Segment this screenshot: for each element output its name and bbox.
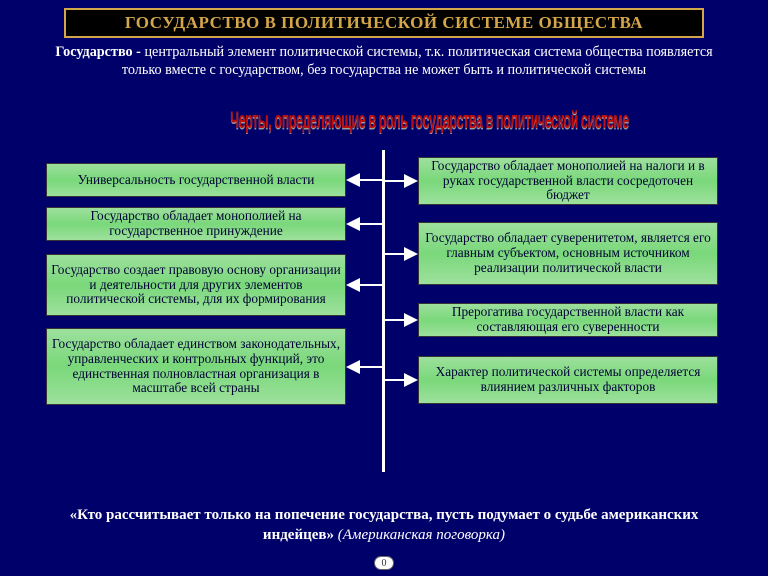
- page-title: ГОСУДАРСТВО В ПОЛИТИЧЕСКОЙ СИСТЕМЕ ОБЩЕС…: [125, 13, 643, 33]
- page-number-value: 0: [382, 558, 387, 569]
- connector-arrow-icon: [404, 174, 418, 188]
- connector-stem: [385, 253, 404, 255]
- connector-arrow-icon: [346, 173, 360, 187]
- feature-box-left-3: Государство обладает единством законодат…: [46, 328, 346, 405]
- connector-arrow-icon: [346, 360, 360, 374]
- connector-arrow-icon: [404, 247, 418, 261]
- connector-stem: [385, 180, 404, 182]
- quote-block: «Кто рассчитывает только на попечение го…: [44, 505, 724, 546]
- connector-stem: [360, 284, 383, 286]
- connector-stem: [360, 366, 383, 368]
- title-bar: ГОСУДАРСТВО В ПОЛИТИЧЕСКОЙ СИСТЕМЕ ОБЩЕС…: [64, 8, 704, 38]
- connector-stem: [385, 319, 404, 321]
- feature-box-left-2: Государство создает правовую основу орга…: [46, 254, 346, 316]
- connector-arrow-icon: [404, 373, 418, 387]
- definition-body: центральный элемент политической системы…: [122, 44, 713, 78]
- definition-keyword: Государство -: [55, 44, 141, 60]
- connector-stem: [385, 379, 404, 381]
- feature-box-left-1: Государство обладает монополией на госуд…: [46, 207, 346, 241]
- subtitle-text: Черты, определяющие в роль государства в…: [230, 109, 629, 136]
- connector-stem: [360, 179, 383, 181]
- subtitle-wordart: Черты, определяющие в роль государства в…: [174, 113, 594, 131]
- quote-source: (Американская поговорка): [334, 527, 505, 543]
- page-number: 0: [374, 556, 394, 570]
- connector-stem: [360, 223, 383, 225]
- feature-box-right-3: Характер политической системы определяет…: [418, 356, 718, 404]
- feature-box-left-0: Универсальность государственной власти: [46, 163, 346, 197]
- connector-spine: [382, 150, 385, 472]
- feature-box-right-0: Государство обладает монополией на налог…: [418, 157, 718, 205]
- feature-box-right-2: Прерогатива государственной власти как с…: [418, 303, 718, 337]
- connector-arrow-icon: [346, 217, 360, 231]
- definition-text: Государство - центральный элемент полити…: [36, 44, 732, 80]
- feature-box-right-1: Государство обладает суверенитетом, явля…: [418, 222, 718, 285]
- connector-arrow-icon: [346, 278, 360, 292]
- connector-arrow-icon: [404, 313, 418, 327]
